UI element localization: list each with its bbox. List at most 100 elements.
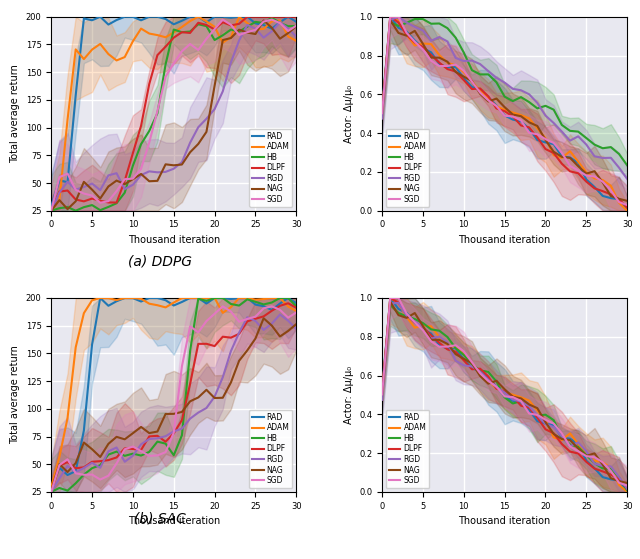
- SGD: [129, 176, 137, 182]
- RAD: [97, 13, 104, 20]
- SGD: [623, 202, 631, 209]
- DLPF: [211, 26, 218, 33]
- DLPF: [219, 19, 227, 26]
- Line: RGD: RGD: [51, 22, 296, 211]
- RAD: [203, 19, 211, 26]
- HB: [403, 20, 410, 26]
- NAG: [80, 439, 88, 446]
- NAG: [468, 78, 476, 84]
- SGD: [88, 471, 96, 478]
- RGD: [186, 415, 194, 422]
- SGD: [178, 48, 186, 55]
- ADAM: [468, 360, 476, 367]
- DLPF: [276, 13, 284, 20]
- RGD: [243, 22, 251, 29]
- ADAM: [428, 323, 435, 330]
- SGD: [64, 456, 72, 463]
- ADAM: [276, 295, 284, 301]
- HB: [47, 207, 55, 214]
- SGD: [203, 35, 211, 42]
- ADAM: [88, 46, 96, 53]
- ADAM: [284, 33, 292, 40]
- SGD: [203, 318, 211, 324]
- DLPF: [97, 197, 104, 204]
- DLPF: [227, 334, 235, 341]
- NAG: [493, 377, 500, 384]
- HB: [276, 20, 284, 26]
- RAD: [203, 300, 211, 307]
- ADAM: [419, 40, 427, 47]
- RAD: [541, 139, 549, 146]
- SGD: [137, 165, 145, 172]
- NAG: [162, 411, 170, 418]
- ADAM: [276, 17, 284, 23]
- RGD: [395, 300, 403, 306]
- RAD: [88, 342, 96, 348]
- ADAM: [292, 37, 300, 44]
- SGD: [97, 200, 104, 206]
- RAD: [129, 13, 137, 20]
- HB: [591, 460, 598, 467]
- RGD: [88, 180, 96, 187]
- NAG: [484, 380, 492, 387]
- HB: [509, 400, 516, 407]
- RGD: [104, 448, 112, 454]
- ADAM: [566, 430, 574, 437]
- RAD: [219, 13, 227, 20]
- SGD: [534, 131, 541, 138]
- RAD: [260, 22, 268, 29]
- SGD: [599, 459, 607, 466]
- SGD: [582, 172, 590, 179]
- HB: [252, 18, 259, 25]
- ADAM: [599, 459, 607, 466]
- NAG: [444, 58, 451, 65]
- SGD: [517, 117, 525, 124]
- HB: [468, 361, 476, 368]
- ADAM: [145, 30, 153, 37]
- Line: RGD: RGD: [382, 17, 627, 179]
- SGD: [484, 377, 492, 384]
- NAG: [97, 195, 104, 202]
- RGD: [509, 396, 516, 403]
- ADAM: [113, 57, 120, 64]
- ADAM: [252, 296, 259, 303]
- DLPF: [195, 20, 202, 26]
- DLPF: [268, 13, 276, 20]
- RAD: [419, 326, 427, 333]
- NAG: [64, 206, 72, 212]
- NAG: [121, 436, 129, 443]
- NAG: [468, 360, 476, 367]
- SGD: [260, 18, 268, 25]
- HB: [195, 295, 202, 302]
- HB: [525, 404, 533, 411]
- ADAM: [121, 54, 129, 60]
- RGD: [403, 19, 410, 26]
- RAD: [104, 21, 112, 28]
- SGD: [615, 198, 623, 205]
- RGD: [574, 133, 582, 140]
- RGD: [154, 435, 161, 442]
- ADAM: [615, 482, 623, 489]
- RGD: [566, 443, 574, 449]
- ADAM: [582, 451, 590, 458]
- NAG: [541, 136, 549, 143]
- NAG: [395, 30, 403, 36]
- NAG: [607, 475, 614, 482]
- HB: [566, 441, 574, 448]
- RGD: [476, 61, 484, 68]
- SGD: [104, 472, 112, 479]
- RGD: [186, 139, 194, 146]
- ADAM: [203, 295, 211, 301]
- NAG: [476, 373, 484, 380]
- RAD: [591, 465, 598, 472]
- DLPF: [501, 388, 509, 395]
- HB: [186, 348, 194, 354]
- RGD: [444, 339, 451, 346]
- HB: [550, 106, 557, 113]
- RAD: [493, 102, 500, 109]
- RGD: [509, 86, 516, 92]
- RAD: [64, 179, 72, 186]
- RAD: [211, 295, 218, 301]
- RGD: [236, 37, 243, 44]
- Y-axis label: Actor: Δμ/μ₀: Actor: Δμ/μ₀: [344, 84, 353, 143]
